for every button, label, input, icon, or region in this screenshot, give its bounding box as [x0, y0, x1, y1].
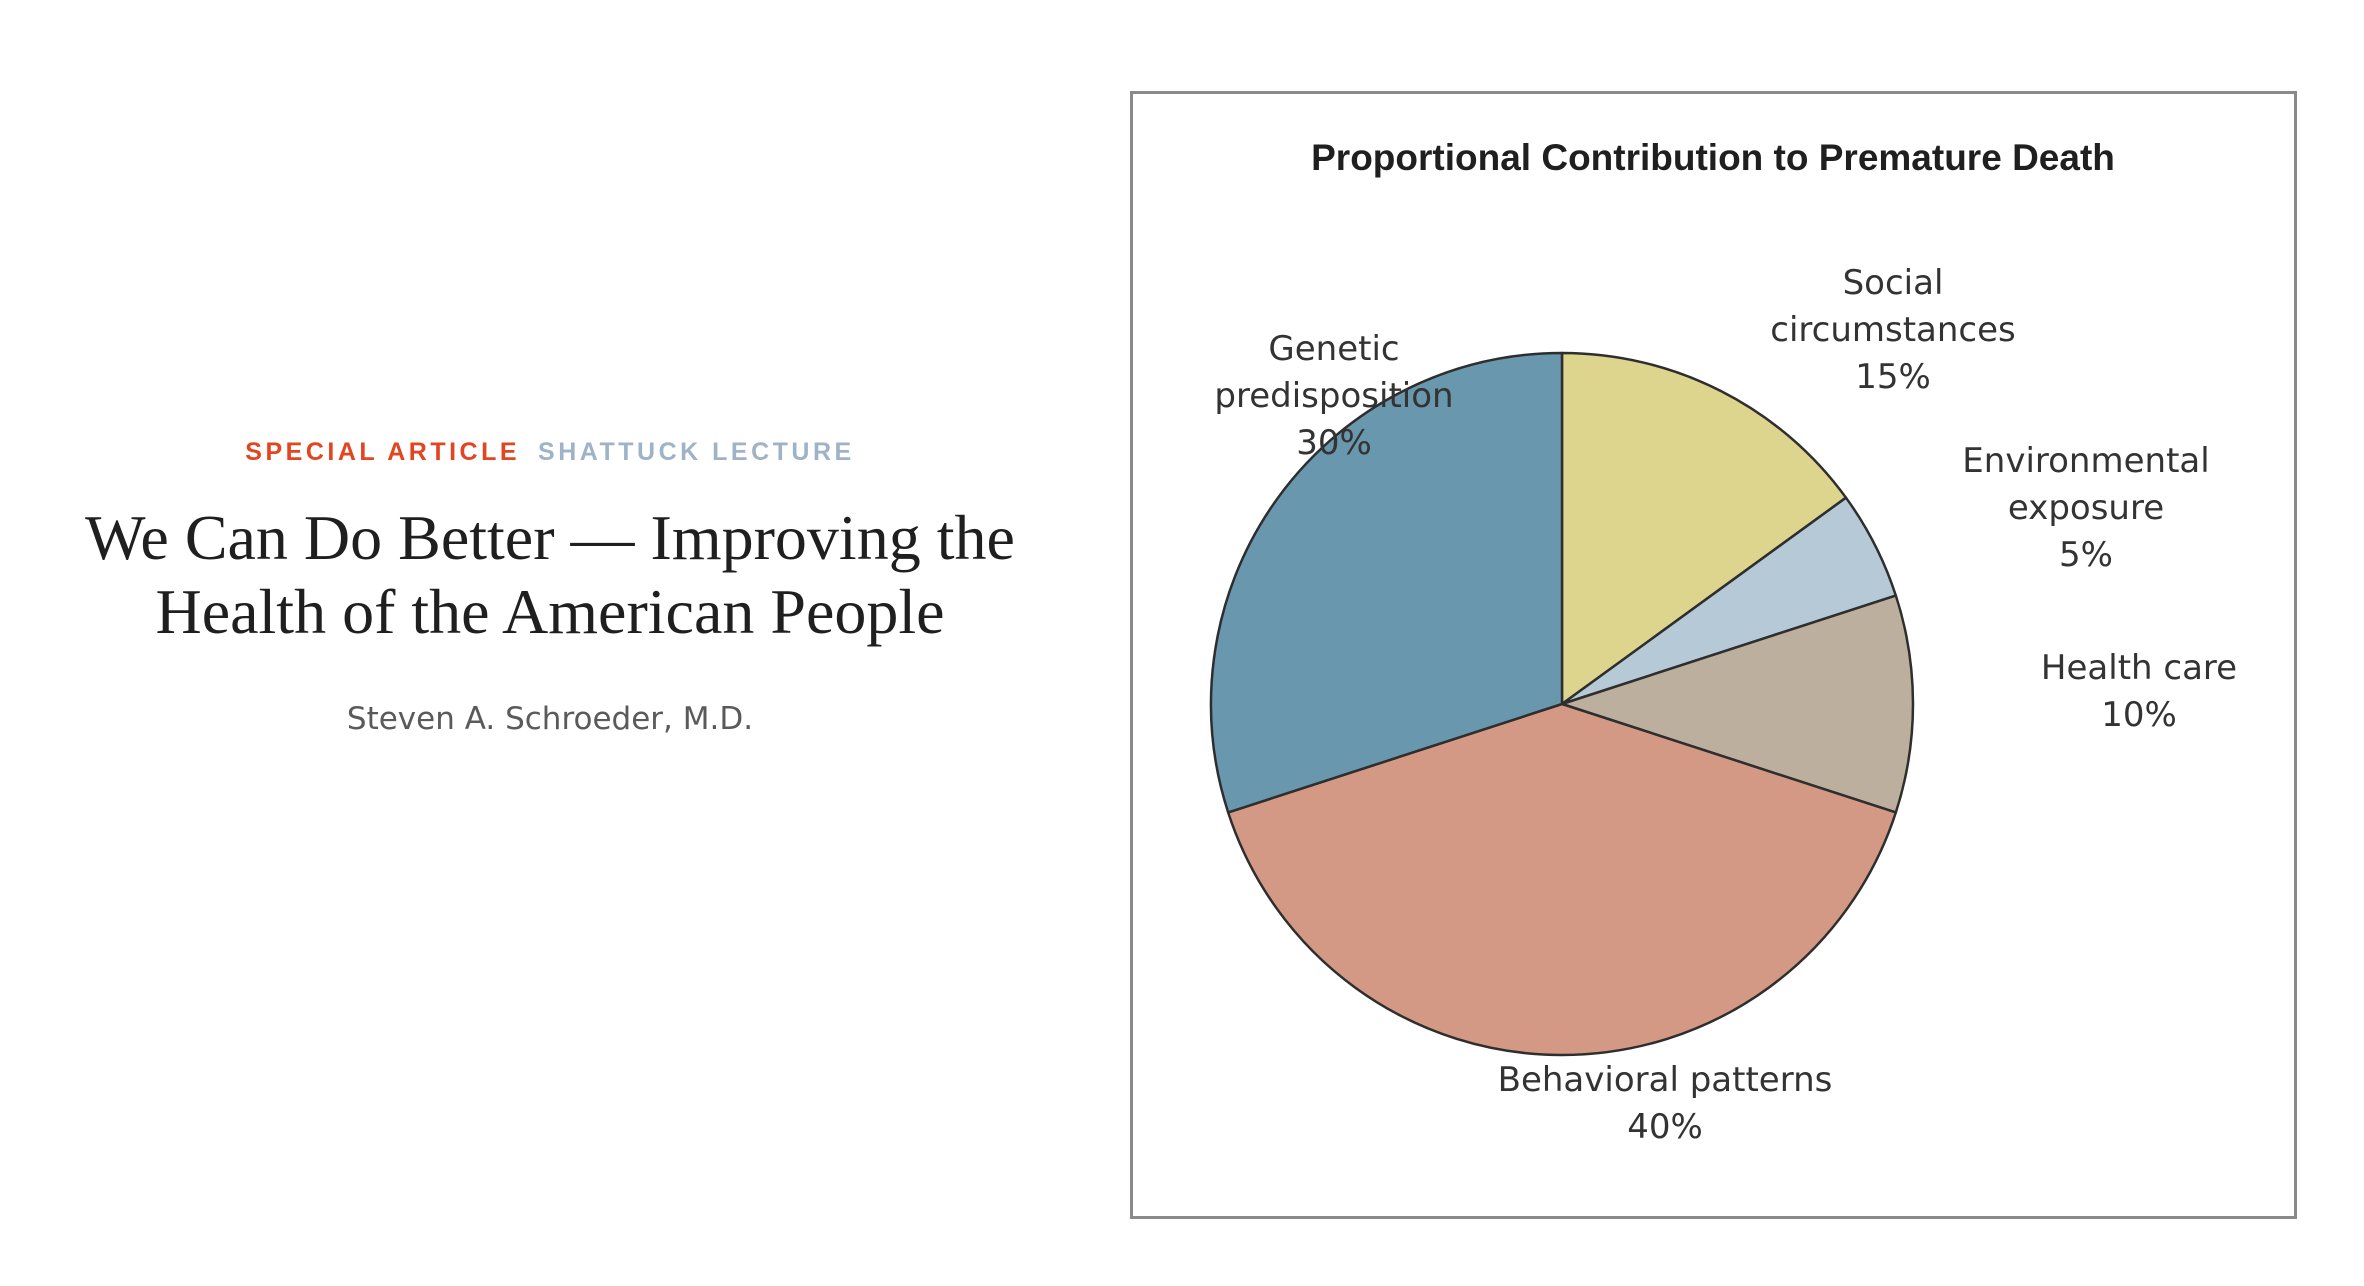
article-header: SPECIAL ARTICLE SHATTUCK LECTURE We Can D…	[40, 440, 1060, 738]
slice-label-healthcare: Health care 10%	[2041, 648, 2237, 735]
slice-value-healthcare: 10%	[2101, 695, 2177, 735]
slice-name-genetic: predisposition	[1214, 376, 1453, 416]
article-kicker: SPECIAL ARTICLE SHATTUCK LECTURE	[40, 440, 1060, 465]
slice-value-environmental: 5%	[2059, 535, 2113, 575]
slice-name-social: Social	[1843, 263, 1944, 303]
slice-value-genetic: 30%	[1296, 423, 1372, 463]
article-author[interactable]: Steven A. Schroeder, M.D.	[346, 701, 754, 737]
section-label[interactable]: SPECIAL ARTICLE	[245, 438, 521, 466]
slice-name-genetic: Genetic	[1268, 329, 1399, 369]
slice-label-environmental: Environmental exposure 5%	[1962, 441, 2209, 575]
chart-title: Proportional Contribution to Premature D…	[1311, 137, 2115, 178]
slice-name-healthcare: Health care	[2041, 648, 2237, 688]
series-label[interactable]: SHATTUCK LECTURE	[538, 438, 855, 466]
slice-label-social: Social circumstances 15%	[1770, 263, 2016, 397]
article-title-line-1: We Can Do Better — Improving the	[85, 502, 1015, 573]
pie-labels: Social circumstances 15% Environmental expos…	[1214, 263, 2237, 1147]
pie-slice-behavioral	[1226, 702, 1898, 1057]
article-title-line-2: Health of the American People	[155, 576, 945, 647]
article-title: We Can Do Better — Improving the Health …	[40, 501, 1060, 649]
pie-chart: Proportional Contribution to Premature D…	[1209, 137, 2237, 1147]
slice-name-social: circumstances	[1770, 310, 2016, 350]
slice-value-social: 15%	[1855, 357, 1931, 397]
pie-chart-figure: Proportional Contribution to Premature D…	[1130, 91, 2297, 1219]
pie-slice-genetic	[1209, 351, 1564, 814]
slice-name-behavioral: Behavioral patterns	[1498, 1060, 1833, 1100]
pie-slice-healthcare	[1560, 594, 1915, 814]
pie-slices	[1209, 351, 1915, 1057]
slice-label-behavioral: Behavioral patterns 40%	[1498, 1060, 1833, 1147]
slice-name-environmental: exposure	[2008, 488, 2164, 528]
slice-name-environmental: Environmental	[1962, 441, 2209, 481]
slice-label-genetic: Genetic predisposition 30%	[1214, 329, 1453, 463]
pie-slice-social	[1560, 351, 1848, 706]
slice-value-behavioral: 40%	[1627, 1107, 1703, 1147]
